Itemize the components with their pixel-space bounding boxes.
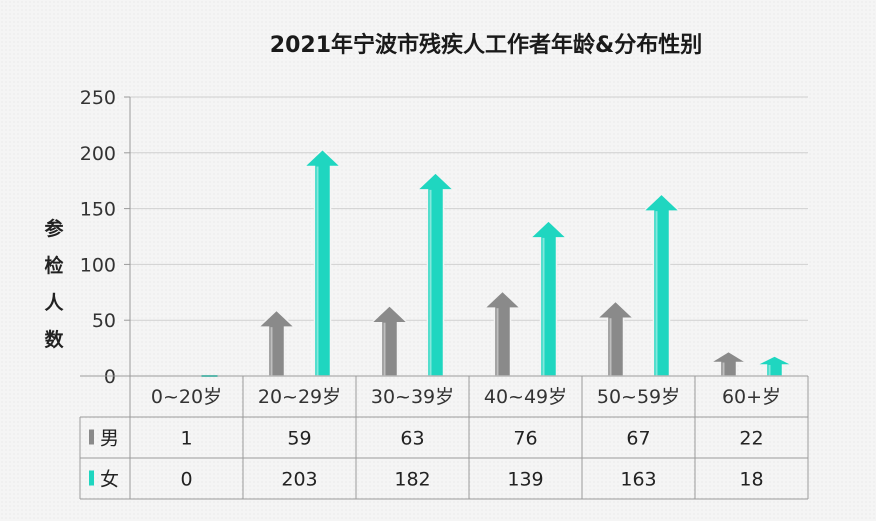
- y-axis-label-char: 参: [44, 217, 63, 240]
- bar-male: [707, 350, 750, 377]
- bar-shape: [756, 355, 793, 377]
- y-tick-label: 250: [80, 87, 116, 109]
- y-axis: 0 50 100 150 200 250: [80, 87, 131, 388]
- bar-shape: [302, 148, 343, 377]
- y-tick-label: 150: [80, 199, 116, 221]
- y-axis-label-char: 检: [44, 254, 63, 277]
- bar-shape: [707, 350, 750, 377]
- bar-shape: [415, 171, 456, 377]
- legend-swatch: [89, 429, 94, 445]
- legend-label: 女: [100, 469, 119, 491]
- x-tick-label: 20~29岁: [258, 386, 341, 408]
- data-label: 63: [400, 428, 424, 450]
- y-axis-label-char: 人: [44, 292, 64, 314]
- bar-male: [369, 304, 410, 377]
- x-tick-label: 40~49岁: [484, 386, 567, 408]
- x-tick-label: 30~39岁: [371, 386, 454, 408]
- data-label: 182: [394, 469, 430, 491]
- data-label: 0: [180, 469, 192, 491]
- legend-label: 男: [100, 428, 119, 450]
- bar-female: [641, 193, 682, 377]
- bar-shape: [595, 300, 636, 377]
- data-label: 59: [287, 428, 311, 450]
- y-tick-label: 200: [80, 143, 116, 165]
- gridlines: [130, 96, 808, 377]
- bar-male: [256, 309, 297, 377]
- y-tick-label: 50: [92, 310, 116, 332]
- data-label: 76: [513, 428, 537, 450]
- bar-male: [482, 290, 523, 377]
- data-label: 67: [626, 428, 650, 450]
- x-tick-label: 50~59岁: [597, 386, 680, 408]
- bar-shape: [256, 309, 297, 377]
- data-label: 203: [281, 469, 317, 491]
- y-tick-label: 0: [104, 366, 116, 388]
- bar-shape: [369, 304, 410, 377]
- bar-female: [302, 148, 343, 377]
- data-label: 18: [739, 469, 763, 491]
- data-label: 139: [507, 469, 543, 491]
- bars: [145, 148, 793, 377]
- bar-shape: [528, 219, 569, 377]
- data-table: 0~20岁 20~29岁 30~39岁 40~49岁 50~59岁 60+岁男 1 59 63 7…: [79, 375, 809, 500]
- chart-title: 2021年宁波市残疾人工作者年龄&分布性别: [270, 32, 702, 58]
- bar-female: [415, 171, 456, 377]
- legend-swatch: [89, 470, 94, 486]
- bar-female: [756, 355, 793, 377]
- data-label: 22: [739, 428, 763, 450]
- x-tick-label: 0~20岁: [151, 386, 222, 408]
- bar-shape: [641, 193, 682, 377]
- x-tick-label: 60+岁: [722, 386, 781, 408]
- data-label: 1: [180, 428, 192, 450]
- y-tick-label: 100: [80, 254, 116, 276]
- bar-female: [528, 219, 569, 377]
- bar-male: [595, 300, 636, 377]
- data-label: 163: [620, 469, 656, 491]
- y-axis-label-char: 数: [44, 328, 64, 351]
- bar-shape: [482, 290, 523, 377]
